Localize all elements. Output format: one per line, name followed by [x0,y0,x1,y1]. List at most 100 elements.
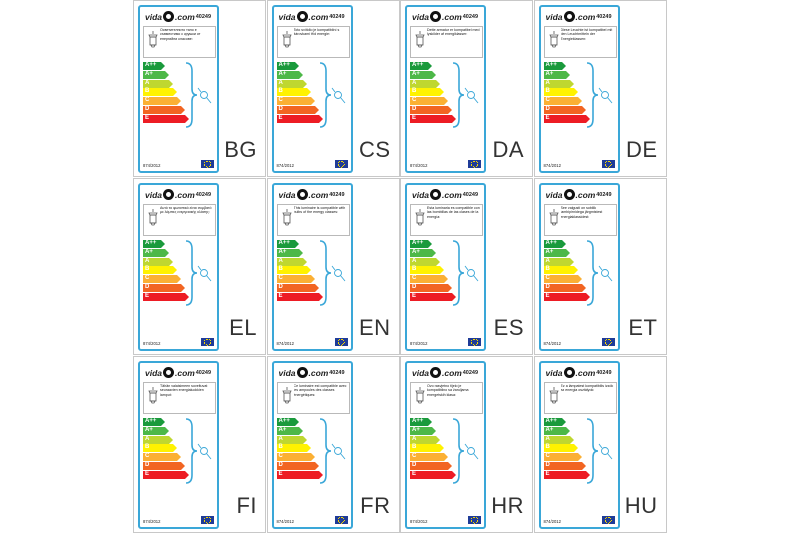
energy-class-bar: E [143,470,189,479]
energy-class-bar: A++ [143,62,183,70]
energy-label: vida .com 40249 Ez a lámpatest kompatibil… [538,361,620,529]
eu-flag-icon [601,338,615,346]
energy-class-bar: A+ [276,426,317,435]
energy-class-label: D [145,283,150,290]
energy-label: vida .com 40249 See valgusti on sobilik l… [538,183,620,351]
energy-class-bar: A+ [410,70,450,79]
wall-lamp-icon [415,209,425,226]
energy-class-bar: A [276,79,317,88]
product-code: 40249 [329,14,345,20]
energy-class-bar: A+ [543,248,584,257]
energy-label: vida .com 40249 Esta luminaria es compati… [405,183,486,351]
logo-mark-icon [563,367,575,378]
energy-class-bar: D [276,283,319,292]
brand-logo: vida .com [279,11,329,23]
compatibility-box: Dette armatur er kompatibel med lyskilde… [410,26,483,58]
energy-label: vida .com 40249 Ce luminaire est compatib… [271,361,353,529]
compatibility-box: Tähän valaisimeen soveltuvat seuraavien … [143,382,216,414]
energy-class-label: A++ [278,240,290,246]
logo-mark-icon [163,189,175,200]
brace-bulb-icon [586,240,612,306]
energy-class-scale: A++ A+ A B C D E [143,62,189,132]
energy-class-bar: A+ [143,426,183,435]
energy-label: vida .com 40249 Dette armatur er kompatib… [405,5,486,173]
brand-logo: vida .com [145,367,195,379]
product-code: 40249 [195,370,211,376]
product-code: 40249 [596,192,612,198]
energy-class-bar: C [276,453,317,462]
energy-class-bar: D [276,105,319,114]
energy-class-label: A [545,435,550,442]
energy-class-bar: D [410,105,452,114]
energy-class-bar: A [543,79,584,88]
wall-lamp-icon [148,31,158,48]
brand-logo: vida .com [278,189,328,201]
label-cell-es: vida .com 40249 Esta luminaria es compati… [400,178,533,355]
energy-class-label: A+ [545,426,554,433]
label-cell-el: vida .com 40249 Αυτό το φωτιστικό είναι σ… [133,178,266,355]
energy-class-bar: A+ [543,426,584,435]
compatibility-text: Ez a lámpatest kompatibilis izzók az ene… [560,384,614,393]
energy-class-bar: C [543,275,584,284]
language-code: DE [625,137,658,162]
energy-class-scale: A++ A+ A B C D E [143,240,189,310]
eu-flag-icon [601,516,615,524]
energy-class-bar: E [143,114,189,123]
energy-class-bar: E [276,470,323,479]
energy-label: vida .com 40249 Tähän valaisimeen soveltu… [138,361,219,529]
energy-class-label: A [545,79,550,86]
brand-name-right: .com [442,190,462,200]
energy-class-label: A++ [145,240,157,246]
energy-class-bar: D [276,461,319,470]
brace-bulb-icon [452,418,479,484]
brand-name-left: vida [278,190,296,200]
brand-name-right: .com [575,190,596,200]
language-code: EL [229,315,257,340]
energy-class-bar: A++ [276,240,317,248]
product-code: 40249 [462,192,478,198]
energy-class-label: B [278,266,283,273]
energy-class-label: D [278,283,283,290]
language-code: FI [236,493,257,518]
energy-class-label: C [278,97,283,104]
energy-class-bar: C [143,97,183,106]
regulation-number: 874/2012 [276,341,294,346]
energy-class-label: D [278,461,283,468]
wall-lamp-icon [415,31,425,48]
label-cell-da: vida .com 40249 Dette armatur er kompatib… [400,0,533,177]
energy-class-label: D [412,283,417,290]
product-code: 40249 [462,14,478,20]
language-code: CS [358,137,391,162]
energy-class-label: A++ [412,62,424,68]
energy-class-label: A [412,257,417,264]
energy-class-label: D [545,283,550,290]
energy-class-bar: A+ [276,70,317,79]
brand-name-left: vida [545,190,563,200]
energy-class-label: C [412,275,417,282]
energy-class-label: E [545,114,550,121]
energy-class-bar: E [410,292,456,301]
compatibility-box: Diese Leuchte ist kompatibel mit den Leu… [543,26,617,58]
brace-bulb-icon [185,240,212,306]
energy-class-bar: D [143,461,185,470]
energy-class-label: C [412,453,417,460]
energy-class-scale: A++ A+ A B C D E [410,240,456,310]
energy-class-label: D [545,105,550,112]
energy-class-bar: A++ [410,62,450,70]
brand-name-left: vida [412,368,430,378]
energy-class-bar: C [543,97,584,106]
energy-class-label: D [545,461,550,468]
brand-name-right: .com [175,368,195,378]
energy-class-bar: A [543,257,584,266]
product-code: 40249 [329,192,345,198]
energy-class-label: A [278,257,283,264]
brand-name-right: .com [308,368,329,378]
brand-logo: vida .com [145,189,195,201]
brand-name-right: .com [308,12,329,22]
brace-bulb-icon [586,62,612,128]
energy-class-label: A++ [278,62,290,68]
eu-flag-icon [468,160,481,168]
energy-class-label: C [545,97,550,104]
energy-class-label: A+ [545,70,554,77]
energy-class-label: A+ [412,426,420,433]
